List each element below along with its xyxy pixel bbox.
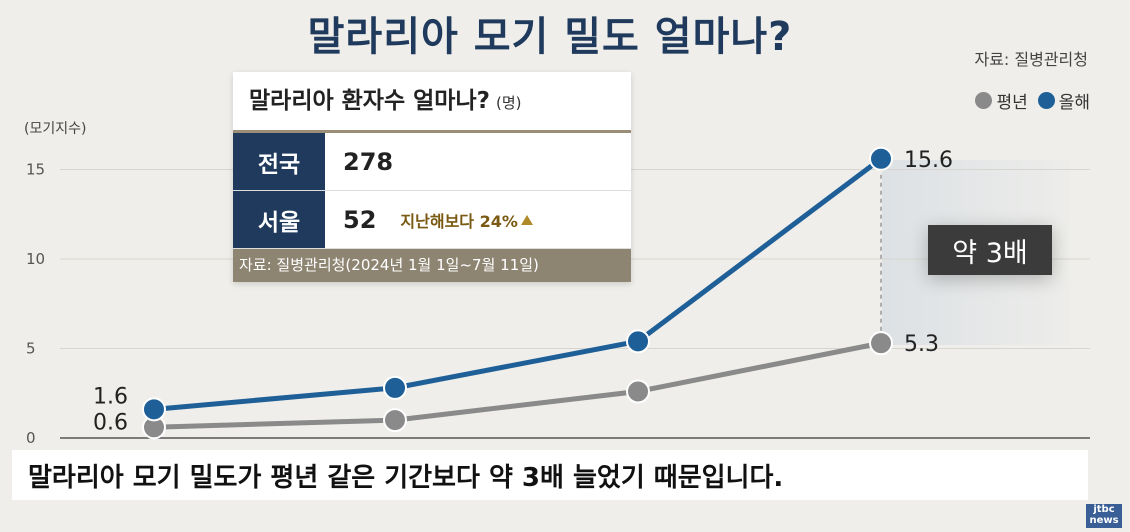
y-tick-label: 15 [26,161,45,179]
table-source: 자료: 질병관리청(2024년 1월 1일~7월 11일) [233,249,631,282]
y-tick-label: 5 [26,340,36,358]
jtbc-news-logo: jtbc news [1086,504,1122,528]
table-title-text: 말라리아 환자수 얼마나? [249,88,490,114]
data-label-this-end: 15.6 [904,148,953,173]
up-arrow-icon [520,214,533,225]
table-value-cell-seoul: 52 지난해보다 24% [325,191,533,248]
y-tick-label: 10 [26,250,45,268]
data-point-this [626,329,650,354]
data-point-this [142,397,166,422]
legend-dot-this-icon [1037,92,1055,109]
y-tick-label: 0 [26,429,36,447]
legend-entry-this: 올해 [1037,88,1090,113]
data-label-avg-start: 0.6 [93,410,128,435]
table-note-seoul: 지난해보다 24% [400,211,518,231]
legend-entry-avg: 평년 [975,88,1028,113]
chart-title: 말라리아 모기 밀도 얼마나? [307,14,793,60]
legend-dot-avg-icon [975,92,993,109]
data-point-this [869,146,893,171]
legend-label-this: 올해 [1058,93,1090,113]
data-point-avg [383,408,407,433]
data-point-this [383,375,407,400]
ratio-badge: 약 3배 [928,225,1052,275]
table-key-seoul: 서울 [233,191,325,248]
series-line-avg [153,340,882,430]
data-label-avg-end: 5.3 [904,332,939,357]
table-row: 서울 52 지난해보다 24% [233,191,631,249]
table-row: 전국 278 [233,133,631,191]
data-point-avg [626,379,650,404]
data-point-avg [869,331,893,356]
data-label-this-start: 1.6 [93,384,128,409]
y-axis-label: (모기지수) [24,121,87,137]
table-value-national: 278 [343,147,394,176]
table-unit: (명) [495,94,522,112]
table-title: 말라리아 환자수 얼마나? (명) [233,72,631,133]
source-label: 자료: 질병관리청 [974,50,1088,69]
legend-label-avg: 평년 [996,93,1028,113]
legend: 평년 올해 [965,88,1090,113]
table-key-national: 전국 [233,133,325,190]
table-value-seoul: 52 [343,205,377,234]
subtitle-caption: 말라리아 모기 밀도가 평년 같은 기간보다 약 3배 늘었기 때문입니다. [12,450,1088,500]
series-line-this [153,156,883,412]
patient-table: 말라리아 환자수 얼마나? (명) 전국 278 서울 52 지난해보다 24% … [233,72,631,282]
